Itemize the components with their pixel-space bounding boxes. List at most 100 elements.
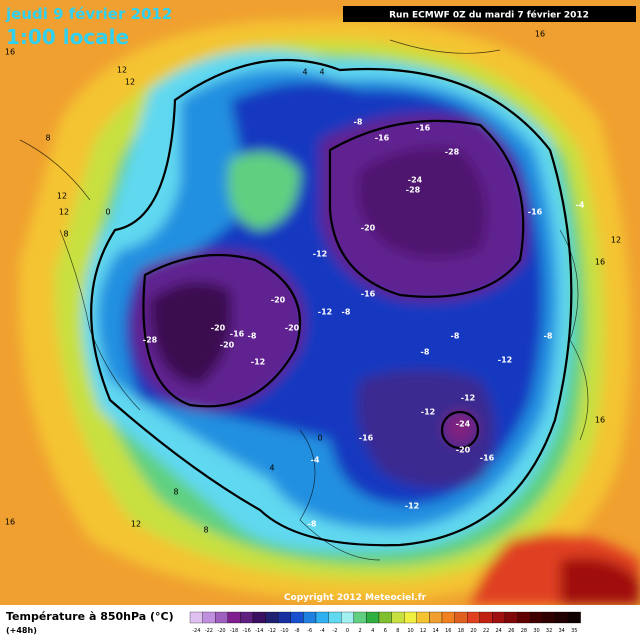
- scale-swatch: [189, 611, 203, 624]
- contour-label: 12: [57, 192, 67, 201]
- scale-swatch: [479, 611, 493, 624]
- contour-label: -16: [359, 434, 374, 443]
- scale-label: 30: [533, 628, 539, 634]
- scale-swatch: [555, 611, 569, 624]
- scale-label: 32: [546, 628, 552, 634]
- scale-label: 4: [371, 628, 374, 634]
- contour-label: -24: [456, 420, 471, 429]
- scale-label: 14: [433, 628, 439, 634]
- scale-label: 24: [496, 628, 502, 634]
- scale-label: 10: [407, 628, 413, 634]
- scale-swatch: [416, 611, 430, 624]
- contour-label: 16: [5, 48, 15, 57]
- contour-label: -12: [421, 408, 435, 417]
- contour-label: 8: [45, 134, 50, 143]
- scale-label: 2: [359, 628, 362, 634]
- scale-label: -2: [332, 628, 337, 634]
- scale-label: -12: [268, 628, 276, 634]
- scale-label: -10: [280, 628, 288, 634]
- scale-label: -6: [307, 628, 312, 634]
- contour-label: 8: [203, 526, 208, 535]
- local-time: 1:00 locale: [6, 25, 129, 49]
- contour-labels: -28-24-28-16-16-8-20-16-12-16-8-12-20-20…: [5, 30, 621, 535]
- contour-label: -28: [406, 186, 421, 195]
- contour-label: -20: [220, 341, 235, 350]
- contour-label: 8: [173, 488, 178, 497]
- scale-swatch: [492, 611, 506, 624]
- contour-label: 12: [117, 66, 127, 75]
- scale-label: -18: [230, 628, 238, 634]
- scale-label: 6: [384, 628, 387, 634]
- contour-label: -12: [461, 394, 475, 403]
- scale-label: 12: [420, 628, 426, 634]
- scale-label: 20: [470, 628, 476, 634]
- color-scale: -24 -22 -20 -18 -16 -14 -12 -10 -8 -6 -4 -2 0 2 4 6 8 10 1…: [189, 611, 581, 634]
- copyright: Copyright 2012 Meteociel.fr: [284, 593, 427, 603]
- scale-swatch: [252, 611, 266, 624]
- contour-label: -12: [251, 358, 265, 367]
- run-info: Run ECMWF 0Z du mardi 7 février 2012: [389, 10, 589, 21]
- contour-label: -20: [211, 324, 226, 333]
- contour-label: -16: [480, 454, 495, 463]
- scale-label: 8: [396, 628, 399, 634]
- contour-label: 4: [269, 464, 274, 473]
- scale-label: -8: [295, 628, 300, 634]
- contour-label: -12: [498, 356, 512, 365]
- scale-label: 16: [445, 628, 451, 634]
- contour-label: -12: [405, 502, 419, 511]
- scale-label: 0: [346, 628, 349, 634]
- run-box: [343, 6, 636, 22]
- scale-swatch: [517, 611, 531, 624]
- contour-label: -20: [456, 446, 471, 455]
- contour-label: -8: [451, 332, 460, 341]
- contour-label: 0: [317, 434, 322, 443]
- scale-label: -4: [320, 628, 325, 634]
- contour-label: -8: [354, 118, 363, 127]
- contour-label: 8: [63, 230, 68, 239]
- scale-swatch: [290, 611, 304, 624]
- scale-swatch: [227, 611, 241, 624]
- contour-label: 4: [302, 68, 307, 77]
- contour-label: 12: [59, 208, 69, 217]
- scale-label: -24: [192, 628, 200, 634]
- scale-swatch: [391, 611, 405, 624]
- contour-label: -8: [342, 308, 351, 317]
- contour-label: 16: [535, 30, 545, 39]
- contour-label: -16: [375, 134, 390, 143]
- contour-label: -4: [311, 456, 320, 465]
- contour-label: 16: [595, 258, 605, 267]
- contour-label: -8: [248, 332, 257, 341]
- scale-label: -14: [255, 628, 263, 634]
- scale-swatch: [240, 611, 254, 624]
- contour-label: -16: [528, 208, 543, 217]
- scale-swatch: [215, 611, 228, 624]
- contour-label: -8: [308, 520, 317, 529]
- scale-swatch: [315, 611, 329, 624]
- scale-swatch: [441, 611, 455, 624]
- scale-label: -16: [243, 628, 251, 634]
- scale-swatch: [467, 611, 480, 624]
- scale-label: 26: [508, 628, 514, 634]
- contour-label: 16: [595, 416, 605, 425]
- contour-label: -24: [408, 176, 423, 185]
- scale-swatch: [504, 611, 518, 624]
- scale-swatch: [530, 611, 543, 624]
- contour-label: -8: [421, 348, 430, 357]
- scale-swatch: [378, 611, 392, 624]
- scale-label: 18: [458, 628, 464, 634]
- scale-swatch: [567, 611, 581, 624]
- contour-label: -28: [143, 336, 158, 345]
- legend-title: Température à 850hPa (°C): [6, 610, 174, 623]
- scale-swatch: [542, 611, 556, 624]
- contour-label: -16: [230, 330, 245, 339]
- contour-label: 12: [131, 520, 141, 529]
- lead-time: (+48h): [6, 626, 37, 635]
- contour-label: 0: [105, 208, 110, 217]
- scale-label: 28: [521, 628, 527, 634]
- scale-swatch: [341, 611, 354, 624]
- contour-label: -20: [361, 224, 376, 233]
- scale-swatch: [328, 611, 342, 624]
- scale-swatch: [429, 611, 443, 624]
